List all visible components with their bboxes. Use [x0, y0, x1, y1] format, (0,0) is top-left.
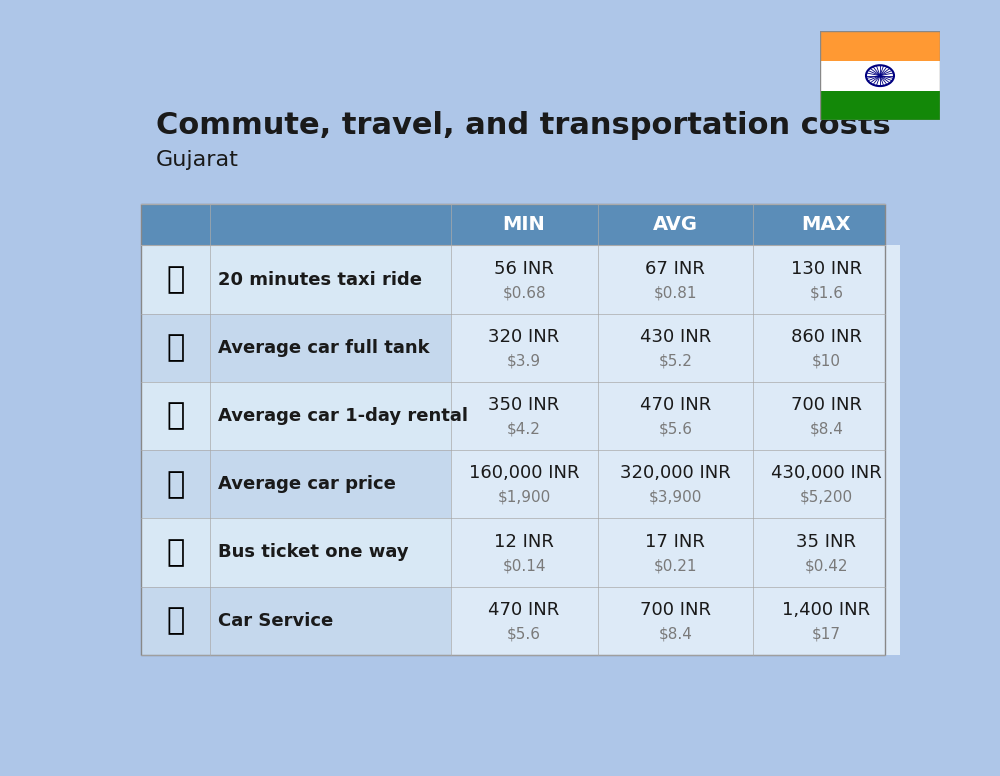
Text: $3,900: $3,900: [649, 490, 702, 505]
Text: 700 INR: 700 INR: [640, 601, 711, 619]
Text: 🚌: 🚌: [166, 538, 184, 567]
Text: $1.6: $1.6: [809, 286, 843, 300]
Text: $0.14: $0.14: [502, 558, 546, 573]
Text: Gujarat: Gujarat: [156, 150, 239, 170]
Text: 350 INR: 350 INR: [488, 397, 560, 414]
Text: $0.42: $0.42: [805, 558, 848, 573]
Text: $3.9: $3.9: [507, 353, 541, 369]
Text: 12 INR: 12 INR: [494, 532, 554, 551]
Text: 35 INR: 35 INR: [796, 532, 856, 551]
Text: 17 INR: 17 INR: [645, 532, 705, 551]
Text: 67 INR: 67 INR: [645, 260, 705, 278]
Text: Commute, travel, and transportation costs: Commute, travel, and transportation cost…: [156, 111, 891, 140]
Text: 56 INR: 56 INR: [494, 260, 554, 278]
FancyBboxPatch shape: [140, 314, 885, 382]
FancyBboxPatch shape: [140, 203, 885, 245]
FancyBboxPatch shape: [140, 245, 885, 314]
FancyBboxPatch shape: [450, 314, 598, 382]
Text: 470 INR: 470 INR: [640, 397, 711, 414]
FancyBboxPatch shape: [753, 450, 900, 518]
FancyBboxPatch shape: [753, 587, 900, 655]
Bar: [820, 91, 940, 120]
Text: ⛽: ⛽: [166, 334, 184, 362]
Text: 860 INR: 860 INR: [791, 328, 862, 346]
FancyBboxPatch shape: [140, 382, 885, 450]
FancyBboxPatch shape: [450, 518, 598, 587]
Text: 470 INR: 470 INR: [488, 601, 560, 619]
Text: Average car full tank: Average car full tank: [218, 339, 430, 357]
Text: 🚗: 🚗: [166, 469, 184, 499]
Text: 🚙: 🚙: [166, 401, 184, 431]
Text: AVG: AVG: [653, 215, 698, 234]
FancyBboxPatch shape: [450, 245, 598, 314]
Bar: [820, 31, 940, 61]
Text: Car Service: Car Service: [218, 611, 333, 629]
Text: Average car price: Average car price: [218, 475, 396, 494]
Text: $5.2: $5.2: [658, 353, 692, 369]
FancyBboxPatch shape: [450, 450, 598, 518]
Text: 160,000 INR: 160,000 INR: [469, 465, 579, 483]
Text: 700 INR: 700 INR: [791, 397, 862, 414]
Text: $0.21: $0.21: [654, 558, 697, 573]
FancyBboxPatch shape: [753, 382, 900, 450]
Text: $10: $10: [812, 353, 841, 369]
Text: 320 INR: 320 INR: [488, 328, 560, 346]
Text: $0.81: $0.81: [654, 286, 697, 300]
FancyBboxPatch shape: [598, 382, 753, 450]
Text: 20 minutes taxi ride: 20 minutes taxi ride: [218, 271, 422, 289]
FancyBboxPatch shape: [598, 450, 753, 518]
Text: 320,000 INR: 320,000 INR: [620, 465, 731, 483]
FancyBboxPatch shape: [598, 245, 753, 314]
Text: 1,400 INR: 1,400 INR: [782, 601, 870, 619]
FancyBboxPatch shape: [140, 587, 885, 655]
FancyBboxPatch shape: [598, 587, 753, 655]
Text: MIN: MIN: [503, 215, 546, 234]
Text: $5.6: $5.6: [658, 421, 692, 437]
Text: 430 INR: 430 INR: [640, 328, 711, 346]
Text: 🚗: 🚗: [166, 606, 184, 636]
Text: 130 INR: 130 INR: [791, 260, 862, 278]
Text: $8.4: $8.4: [658, 626, 692, 641]
FancyBboxPatch shape: [598, 314, 753, 382]
Text: MAX: MAX: [802, 215, 851, 234]
Text: Bus ticket one way: Bus ticket one way: [218, 543, 409, 562]
FancyBboxPatch shape: [753, 518, 900, 587]
FancyBboxPatch shape: [140, 450, 885, 518]
FancyBboxPatch shape: [450, 587, 598, 655]
Text: $1,900: $1,900: [498, 490, 551, 505]
FancyBboxPatch shape: [140, 518, 885, 587]
Text: 🚖: 🚖: [166, 265, 184, 294]
FancyBboxPatch shape: [753, 314, 900, 382]
FancyBboxPatch shape: [450, 382, 598, 450]
Text: Average car 1-day rental: Average car 1-day rental: [218, 407, 468, 425]
Text: $0.68: $0.68: [502, 286, 546, 300]
FancyBboxPatch shape: [753, 245, 900, 314]
Text: $4.2: $4.2: [507, 421, 541, 437]
Text: $5,200: $5,200: [800, 490, 853, 505]
Text: $5.6: $5.6: [507, 626, 541, 641]
Text: $17: $17: [812, 626, 841, 641]
Bar: [820, 61, 940, 91]
Text: $8.4: $8.4: [809, 421, 843, 437]
Text: 430,000 INR: 430,000 INR: [771, 465, 882, 483]
FancyBboxPatch shape: [598, 518, 753, 587]
